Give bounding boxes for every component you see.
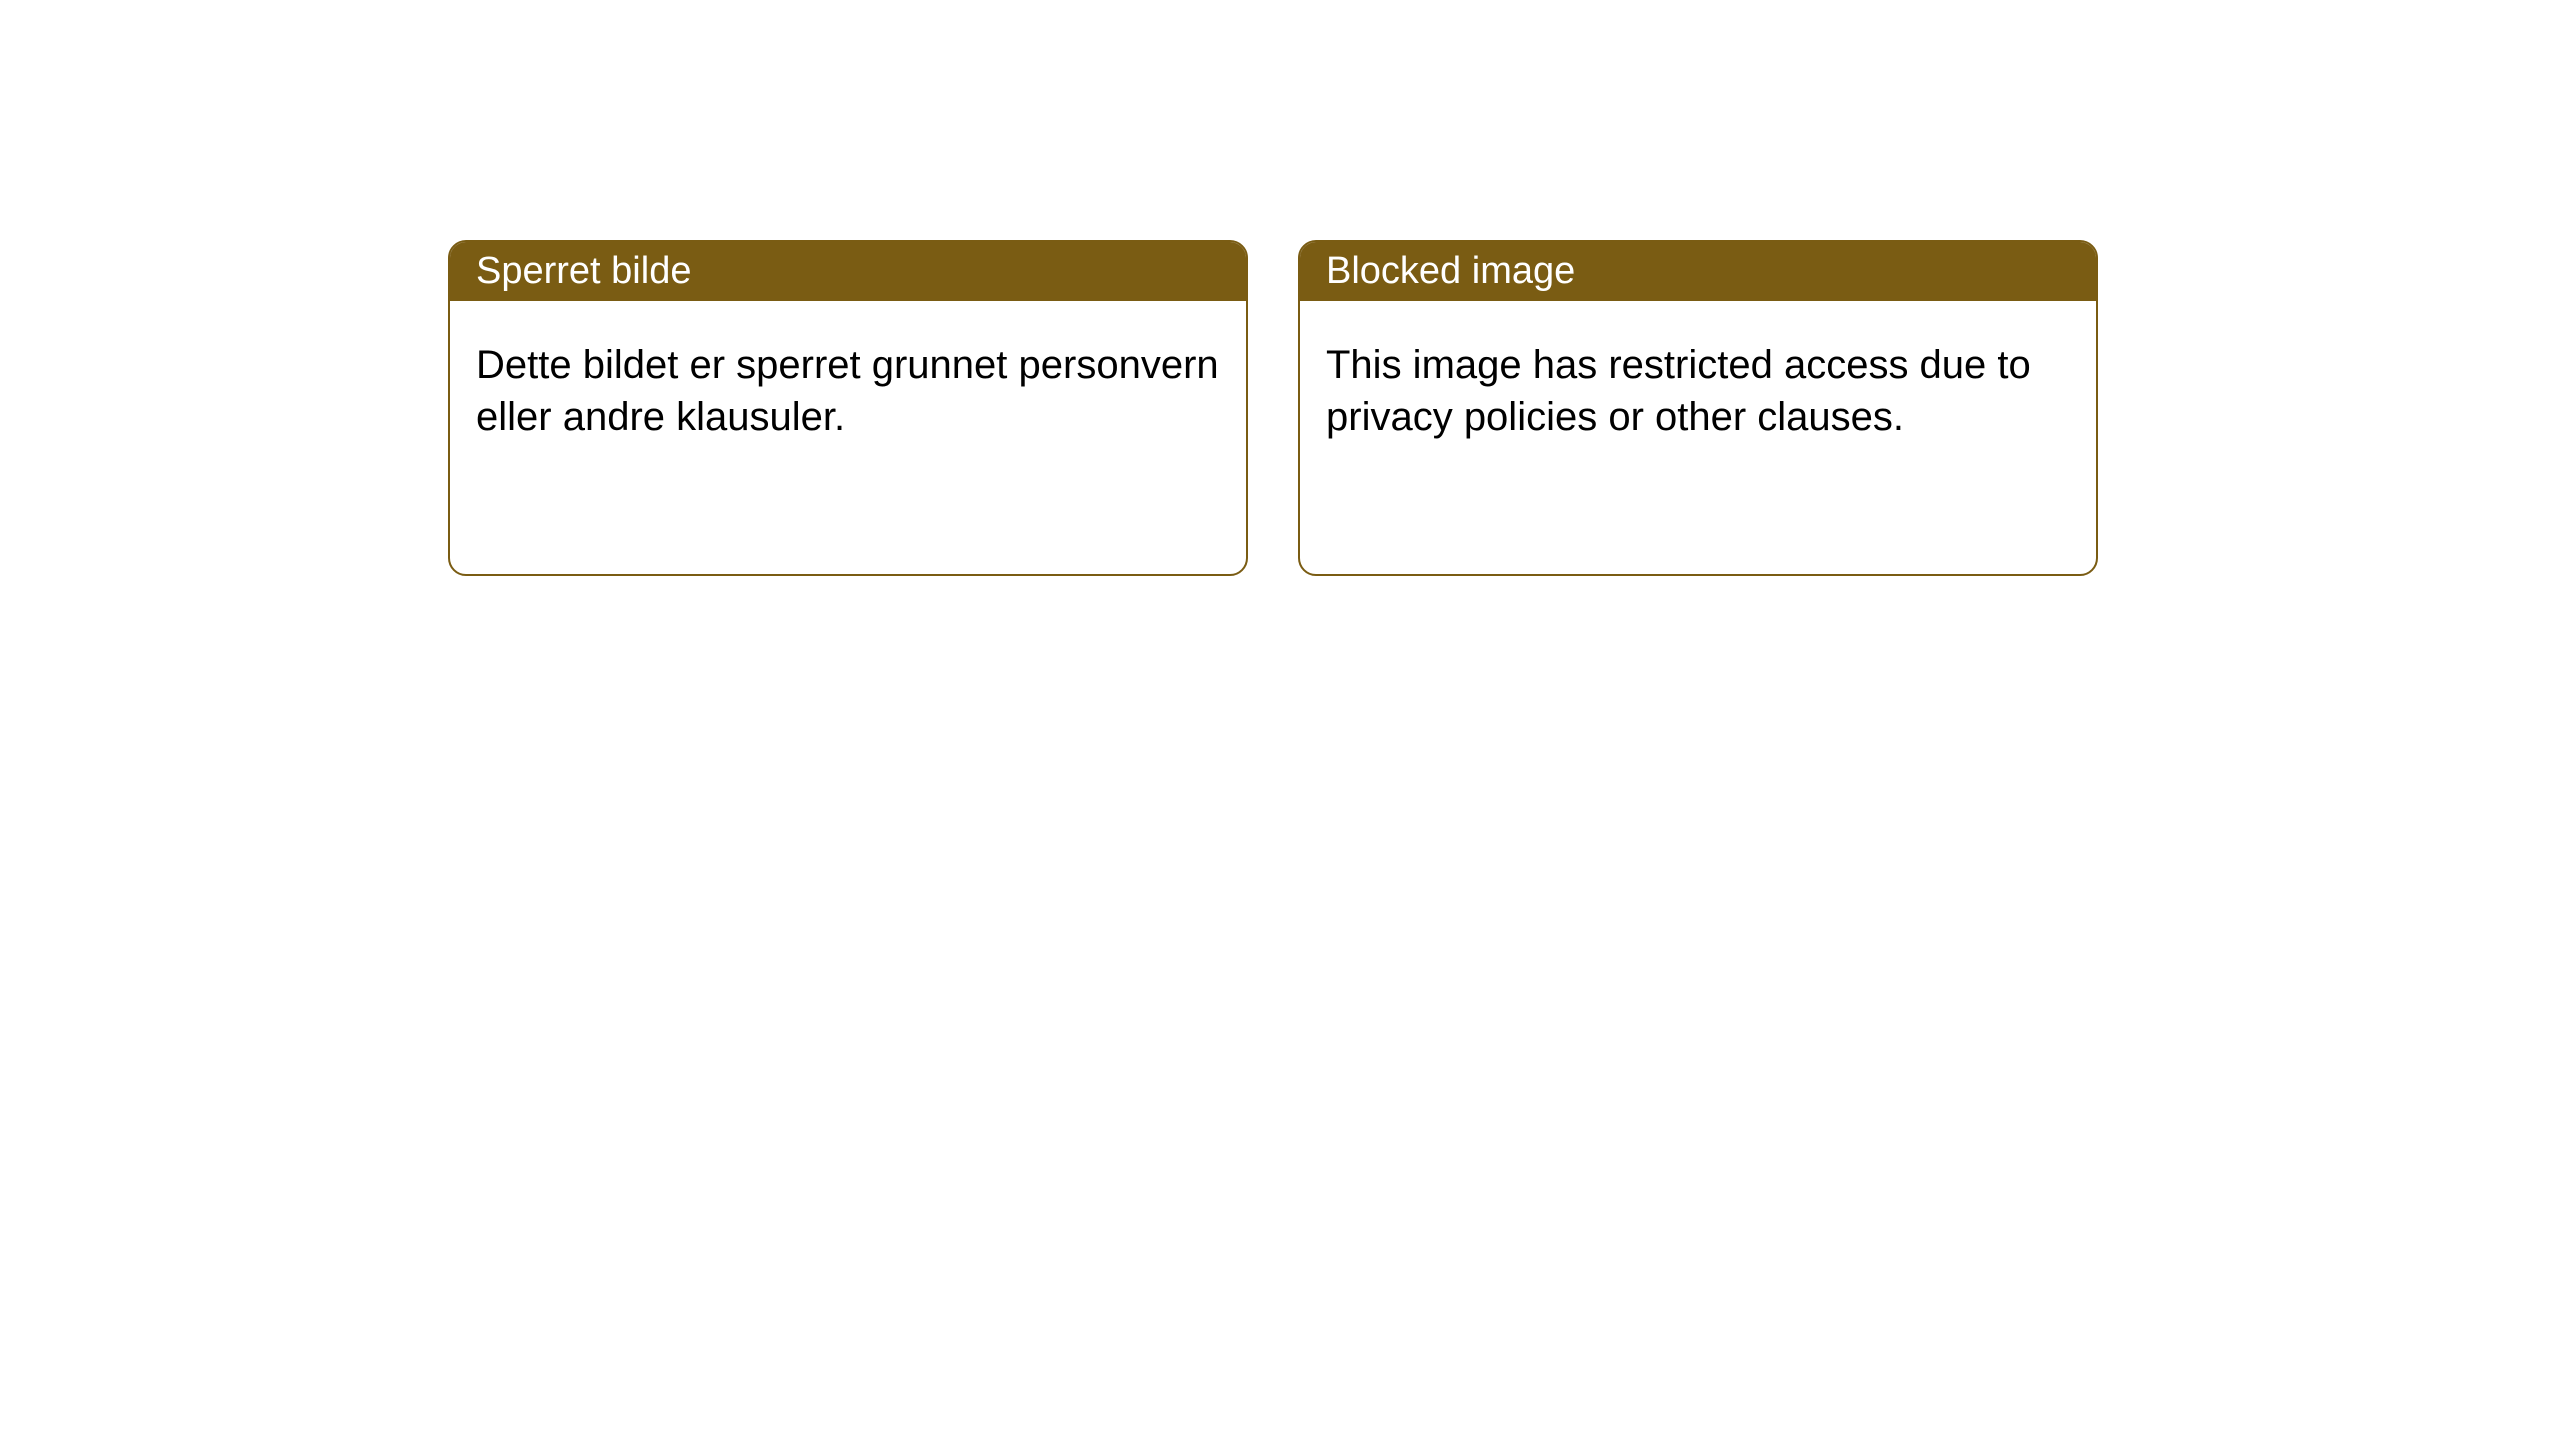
card-header: Blocked image [1300,242,2096,301]
card-header-text: Sperret bilde [476,250,691,292]
notice-card-norwegian: Sperret bilde Dette bildet er sperret gr… [448,240,1248,576]
notice-card-english: Blocked image This image has restricted … [1298,240,2098,576]
card-body: This image has restricted access due to … [1300,301,2096,481]
card-body-text: Dette bildet er sperret grunnet personve… [476,343,1219,439]
card-header-text: Blocked image [1326,250,1575,292]
card-body: Dette bildet er sperret grunnet personve… [450,301,1246,481]
notice-container: Sperret bilde Dette bildet er sperret gr… [0,0,2560,576]
card-body-text: This image has restricted access due to … [1326,343,2031,439]
card-header: Sperret bilde [450,242,1246,301]
